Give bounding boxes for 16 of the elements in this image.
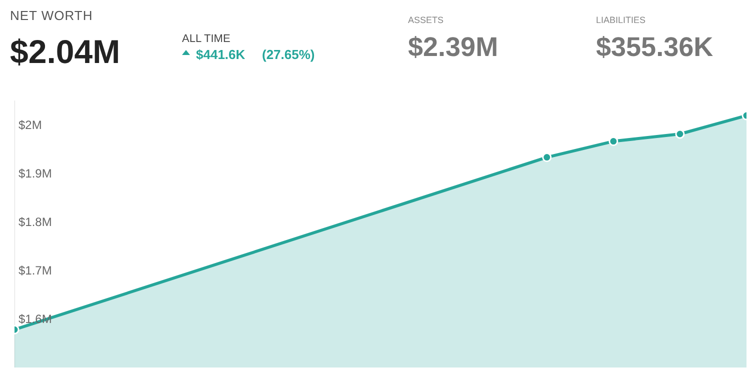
y-tick-label: $1.9M (18, 166, 52, 180)
point (675, 129, 685, 139)
text: $441.6K (196, 46, 246, 64)
text: LIABILITIES (596, 14, 646, 27)
y-tick-label: $1.8M (18, 214, 52, 229)
text: $355.36K (596, 31, 714, 64)
chart-title: NET WORTH (10, 7, 93, 25)
text: (27.65%) (262, 46, 315, 64)
y-tick-label: $2M (18, 118, 42, 132)
text: $2.39M (408, 31, 498, 64)
point (542, 152, 552, 162)
text: ASSETS (408, 14, 444, 27)
y-tick-label: $1.7M (18, 263, 52, 278)
point (608, 136, 618, 146)
text: ALL TIME (182, 32, 230, 47)
text: $2.04M (10, 32, 120, 72)
